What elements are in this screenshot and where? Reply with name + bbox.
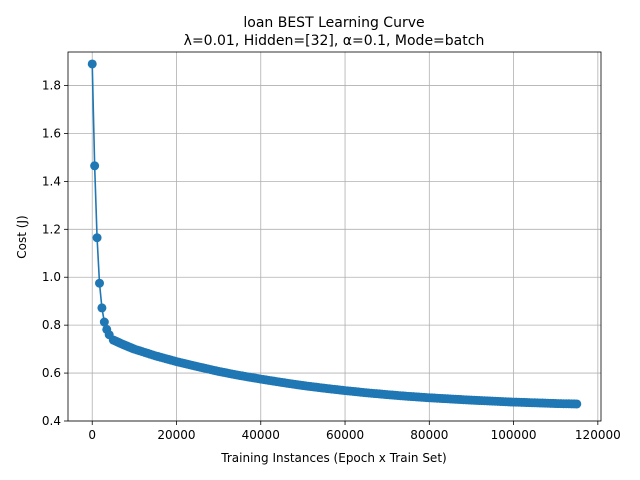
y-tick-label: 0.6 [42,366,61,380]
x-tick-label: 20000 [157,428,195,442]
y-tick-label: 0.8 [42,318,61,332]
data-points [87,59,582,409]
data-point [87,59,97,69]
data-point [97,303,107,313]
y-axis-label: Cost (J) [15,215,29,258]
y-axis-ticks: 0.4 0.6 0.8 1.0 1.2 1.4 1.6 1.8 [42,79,68,428]
series-polyline [91,63,577,405]
data-point [572,399,582,409]
x-axis-label: Training Instances (Epoch x Train Set) [220,451,446,465]
x-tick-label: 80000 [410,428,448,442]
y-tick-label: 1.8 [42,79,61,93]
data-point [95,278,104,288]
x-tick-label: 60000 [326,428,364,442]
x-tick-label: 120000 [575,428,621,442]
x-tick-label: 0 [88,428,96,442]
y-tick-label: 1.0 [42,270,61,284]
x-tick-label: 40000 [242,428,280,442]
chart-title-line1: loan BEST Learning Curve [243,15,424,31]
x-tick-label: 100000 [491,428,537,442]
series-line [91,63,577,405]
data-point [99,317,109,327]
y-tick-label: 1.2 [42,222,61,236]
plot-frame [67,51,602,422]
x-axis-ticks: 0 20000 40000 60000 80000 100000 120000 [88,421,621,442]
grid-lines [68,52,601,422]
chart-title-line2: λ=0.01, Hidden=[32], α=0.1, Mode=batch [184,33,485,49]
data-point [92,233,102,243]
y-tick-label: 0.4 [42,414,61,428]
y-tick-label: 1.6 [42,126,61,140]
data-point [90,161,100,171]
y-tick-label: 1.4 [42,174,61,188]
